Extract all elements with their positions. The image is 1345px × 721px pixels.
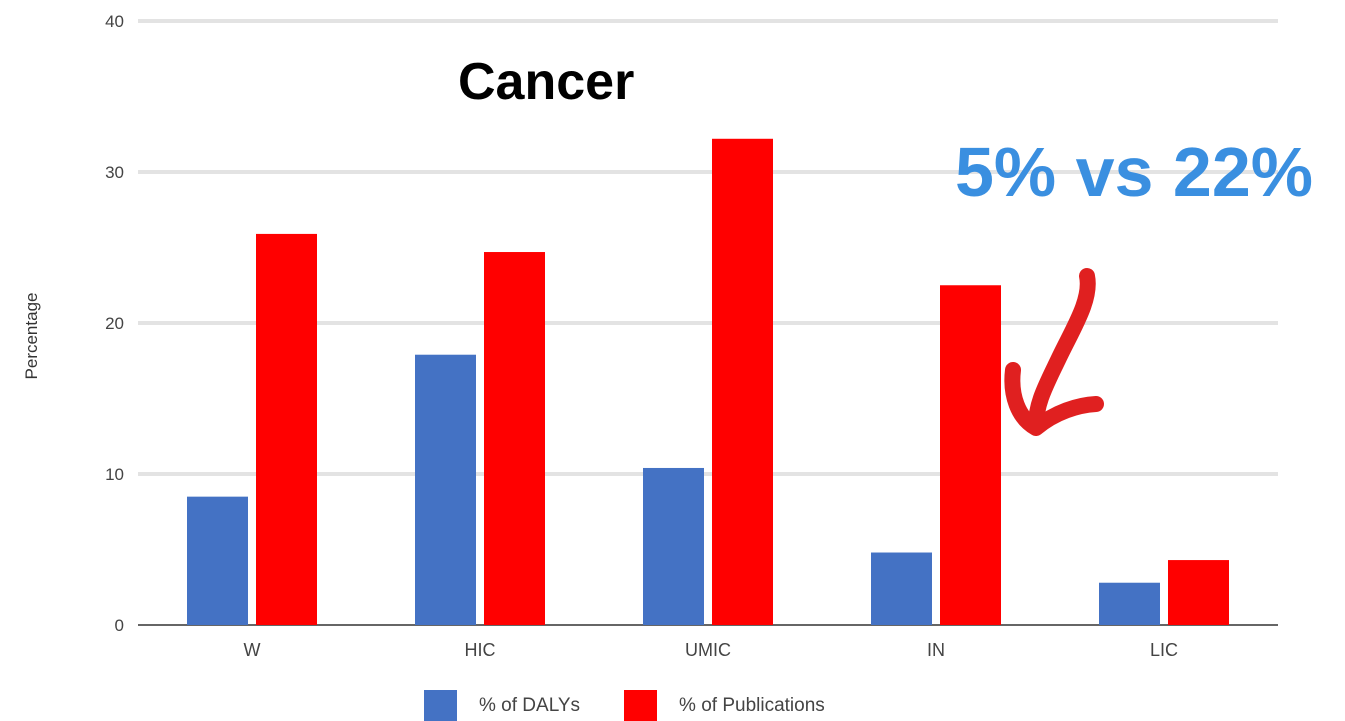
bar-publications	[1168, 560, 1229, 625]
legend-swatch-dalys	[424, 690, 457, 721]
y-axis-label: Percentage	[22, 292, 41, 380]
bars	[187, 138, 1229, 625]
x-tick-label: W	[244, 640, 261, 660]
legend-label-publications: % of Publications	[679, 694, 825, 716]
y-tick-label: 10	[105, 465, 124, 484]
y-tick-label: 0	[115, 616, 124, 635]
bar-dalys	[871, 552, 932, 625]
x-tick-label: UMIC	[685, 640, 731, 660]
bar-publications	[484, 252, 545, 625]
x-tick-labels: W HIC UMIC IN LIC	[244, 640, 1179, 660]
bar-publications	[256, 233, 317, 625]
bar-publications	[940, 285, 1001, 625]
legend-item-publications: % of Publications	[624, 690, 825, 721]
y-tick-label: 30	[105, 163, 124, 182]
legend-item-dalys: % of DALYs	[424, 690, 580, 721]
bar-dalys	[1099, 582, 1160, 625]
bar-dalys	[415, 354, 476, 625]
annotation-arrow	[1004, 268, 1104, 436]
bar-publications	[712, 138, 773, 625]
bar-dalys	[187, 496, 248, 625]
y-tick-label: 40	[105, 12, 124, 31]
gridlines	[138, 19, 1278, 626]
bar-dalys	[643, 467, 704, 625]
legend-swatch-publications	[624, 690, 658, 721]
y-tick-labels: 0 10 20 30 40	[105, 12, 124, 635]
y-tick-label: 20	[105, 314, 124, 333]
chart-title: Cancer	[458, 53, 635, 111]
x-tick-label: LIC	[1150, 640, 1178, 660]
legend: % of DALYs % of Publications	[424, 690, 869, 721]
legend-label-dalys: % of DALYs	[479, 694, 581, 716]
x-tick-label: IN	[927, 640, 945, 660]
x-tick-label: HIC	[465, 640, 496, 660]
annotation-text: 5% vs 22%	[955, 133, 1314, 211]
